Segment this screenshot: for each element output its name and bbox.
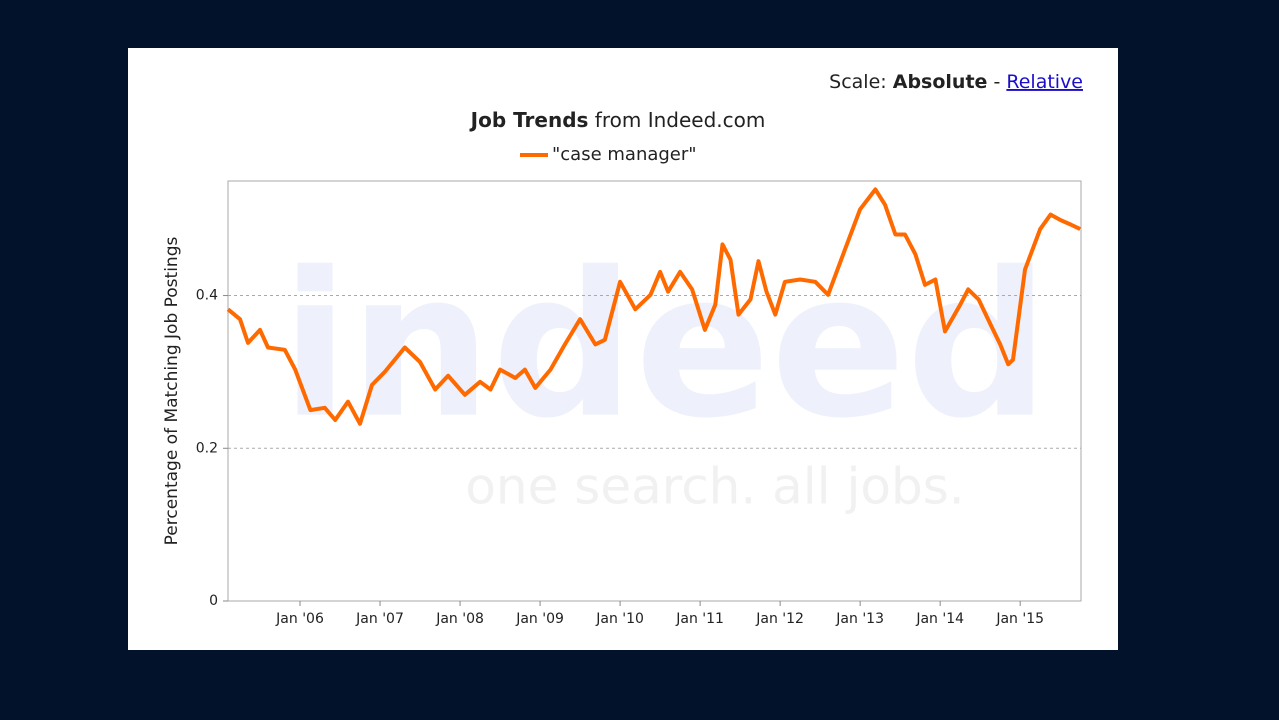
scale-separator: - — [993, 71, 1000, 93]
y-tick-label: 0 — [209, 593, 218, 609]
title-suffix: from Indeed.com — [595, 108, 766, 132]
x-tick-label: Jan '12 — [755, 611, 804, 627]
series-line — [226, 187, 1082, 426]
x-tick-label: Jan '07 — [355, 611, 404, 627]
x-tick-label: Jan '10 — [595, 611, 644, 627]
title-main: Job Trends — [469, 108, 589, 132]
watermark-tagline: one search. all jobs. — [465, 458, 964, 516]
y-tick-label: 0.2 — [196, 440, 218, 456]
panel — [128, 48, 1118, 650]
x-tick-label: Jan '13 — [835, 611, 884, 627]
chart-title: Job Trends from Indeed.com — [469, 108, 766, 132]
plot-frame — [227, 180, 1082, 602]
x-tick-label: Jan '15 — [995, 611, 1044, 627]
y-tick-label: 0.4 — [196, 288, 218, 304]
scale-absolute: Absolute — [893, 71, 988, 93]
legend-label: "case manager" — [552, 144, 697, 165]
watermark-logo: indeed — [281, 230, 1050, 463]
x-tick-label: Jan '11 — [675, 611, 724, 627]
x-tick-label: Jan '06 — [275, 611, 324, 627]
x-tick-label: Jan '08 — [435, 611, 484, 627]
y-axis-label: Percentage of Matching Job Postings — [162, 237, 182, 546]
x-tick-label: Jan '14 — [915, 611, 964, 627]
scale-label: Scale: — [829, 71, 887, 93]
scale-relative[interactable]: Relative — [1006, 71, 1083, 93]
scale-switch: Scale: Absolute - Relative — [829, 71, 1083, 93]
x-tick-label: Jan '09 — [515, 611, 564, 627]
